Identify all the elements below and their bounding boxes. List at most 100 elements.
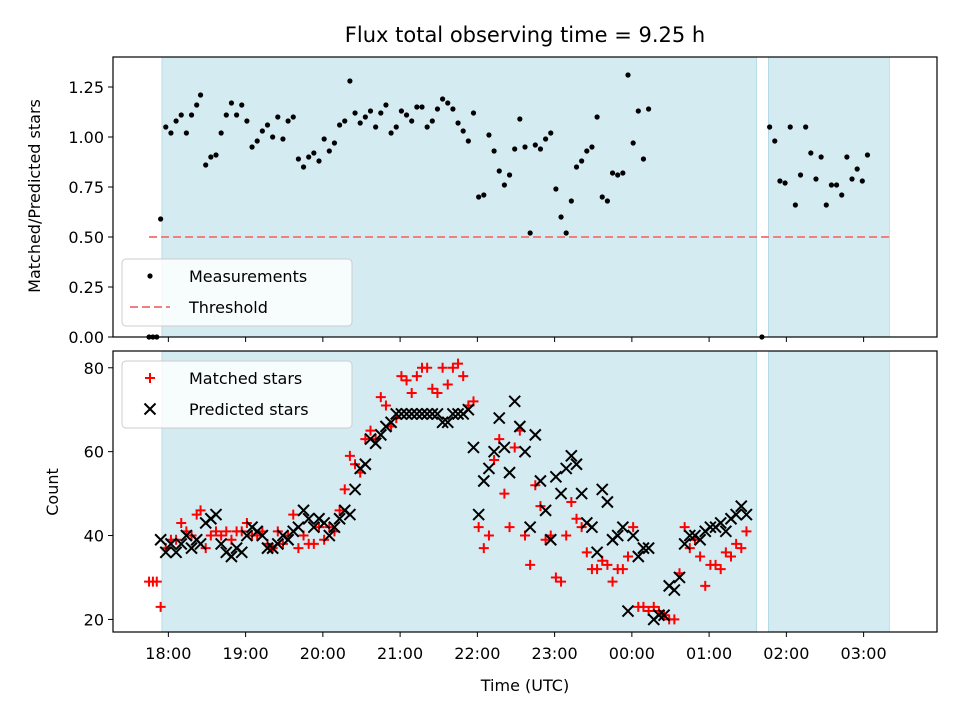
measurement-point: [419, 104, 425, 110]
measurement-point: [168, 130, 174, 136]
predicted-point: [169, 546, 183, 559]
measurement-point: [864, 152, 871, 158]
predicted-point: [565, 449, 578, 463]
predicted-point: [317, 516, 331, 530]
measurement-point: [803, 124, 809, 130]
predicted-point: [154, 533, 167, 546]
y-tick-label: 60: [84, 443, 104, 462]
measurement-point: [254, 138, 260, 144]
matched-point: [334, 505, 345, 516]
predicted-point: [441, 416, 454, 429]
measurement-point: [646, 106, 652, 112]
y-tick-label: 40: [84, 527, 104, 546]
x-tick-label: 03:00: [841, 644, 887, 663]
matched-point: [741, 526, 752, 537]
predicted-point: [559, 462, 573, 475]
measurement-point: [833, 182, 840, 188]
matched-point: [736, 543, 747, 554]
measurement-point: [481, 192, 487, 198]
predicted-point: [740, 508, 753, 521]
measurement-point: [849, 176, 855, 182]
predicted-point: [400, 407, 413, 421]
measurement-point: [553, 186, 559, 192]
legend: Matched stars Predicted stars: [121, 360, 353, 429]
x-tick-label: 19:00: [223, 644, 269, 663]
predicted-point: [626, 529, 640, 542]
predicted-point: [534, 474, 547, 488]
predicted-point: [297, 504, 310, 517]
x-tick-label: 23:00: [532, 644, 578, 663]
matched-point: [581, 547, 592, 558]
axes-frame: [112, 350, 938, 633]
measurement-point: [357, 120, 363, 126]
predicted-point: [348, 483, 362, 496]
matched-point: [726, 551, 736, 562]
measurement-point: [403, 112, 410, 118]
measurement-point: [818, 154, 824, 160]
matched-point: [509, 442, 520, 453]
matched-point: [288, 509, 299, 520]
predicted-point: [261, 541, 274, 555]
matched-point: [396, 371, 407, 382]
measurement-point: [813, 176, 819, 182]
matched-point: [442, 379, 453, 390]
predicted-point: [544, 533, 557, 546]
predicted-point: [390, 407, 403, 421]
measurement-point: [300, 164, 307, 170]
measurement-point: [782, 180, 788, 186]
predicted-point: [601, 495, 614, 509]
x-tick-label: 01:00: [686, 644, 732, 663]
measurement-point: [573, 164, 580, 170]
y-tick-label: 80: [84, 359, 104, 378]
measurement-point: [594, 114, 600, 120]
chart-title: Flux total observing time = 9.25 h: [345, 23, 705, 47]
measurement-point: [563, 230, 569, 236]
measurement-point: [640, 156, 647, 162]
predicted-point: [451, 407, 465, 421]
measurement-point: [512, 146, 518, 152]
predicted-point: [185, 541, 198, 555]
matched-point: [293, 543, 304, 554]
predicted-point: [194, 537, 207, 551]
predicted-point: [410, 407, 424, 421]
matched-point: [411, 371, 422, 382]
observing-span: [768, 350, 890, 633]
x-tick-label: 22:00: [454, 644, 500, 663]
predicted-point: [621, 604, 635, 618]
predicted-point: [467, 441, 480, 454]
measurement-point: [398, 108, 404, 114]
predicted-point: [307, 520, 321, 534]
predicted-point: [668, 583, 681, 597]
measurement-point: [465, 138, 471, 144]
matched-point: [221, 526, 232, 537]
measurement-point: [311, 150, 317, 156]
measurement-point: [158, 216, 164, 222]
matched-point: [453, 358, 464, 369]
series-measurements: [146, 72, 871, 340]
matched-point: [550, 572, 561, 583]
measurement-point: [208, 154, 214, 160]
bottom-y-axis-label: Count: [43, 468, 62, 516]
matched-point: [216, 530, 227, 541]
predicted-point: [539, 504, 552, 517]
measurement-point: [522, 144, 528, 150]
measurement-point: [347, 78, 353, 84]
predicted-point: [395, 407, 408, 421]
matched-point: [360, 434, 371, 445]
predicted-point: [323, 529, 336, 542]
measurement-point: [568, 198, 574, 204]
measurement-point: [823, 202, 829, 208]
predicted-point: [472, 508, 485, 521]
measurement-point: [635, 108, 641, 114]
measurement-point: [501, 182, 507, 188]
matched-point: [339, 484, 350, 495]
matched-point: [422, 362, 433, 373]
legend-box: [121, 360, 353, 429]
matched-point: [556, 576, 567, 587]
legend-label: Predicted stars: [189, 400, 309, 419]
series-predicted-stars: [154, 395, 753, 626]
matched-point: [483, 530, 494, 541]
measurement-point: [859, 178, 865, 184]
measurement-point: [244, 118, 250, 124]
predicted-point: [673, 571, 686, 584]
